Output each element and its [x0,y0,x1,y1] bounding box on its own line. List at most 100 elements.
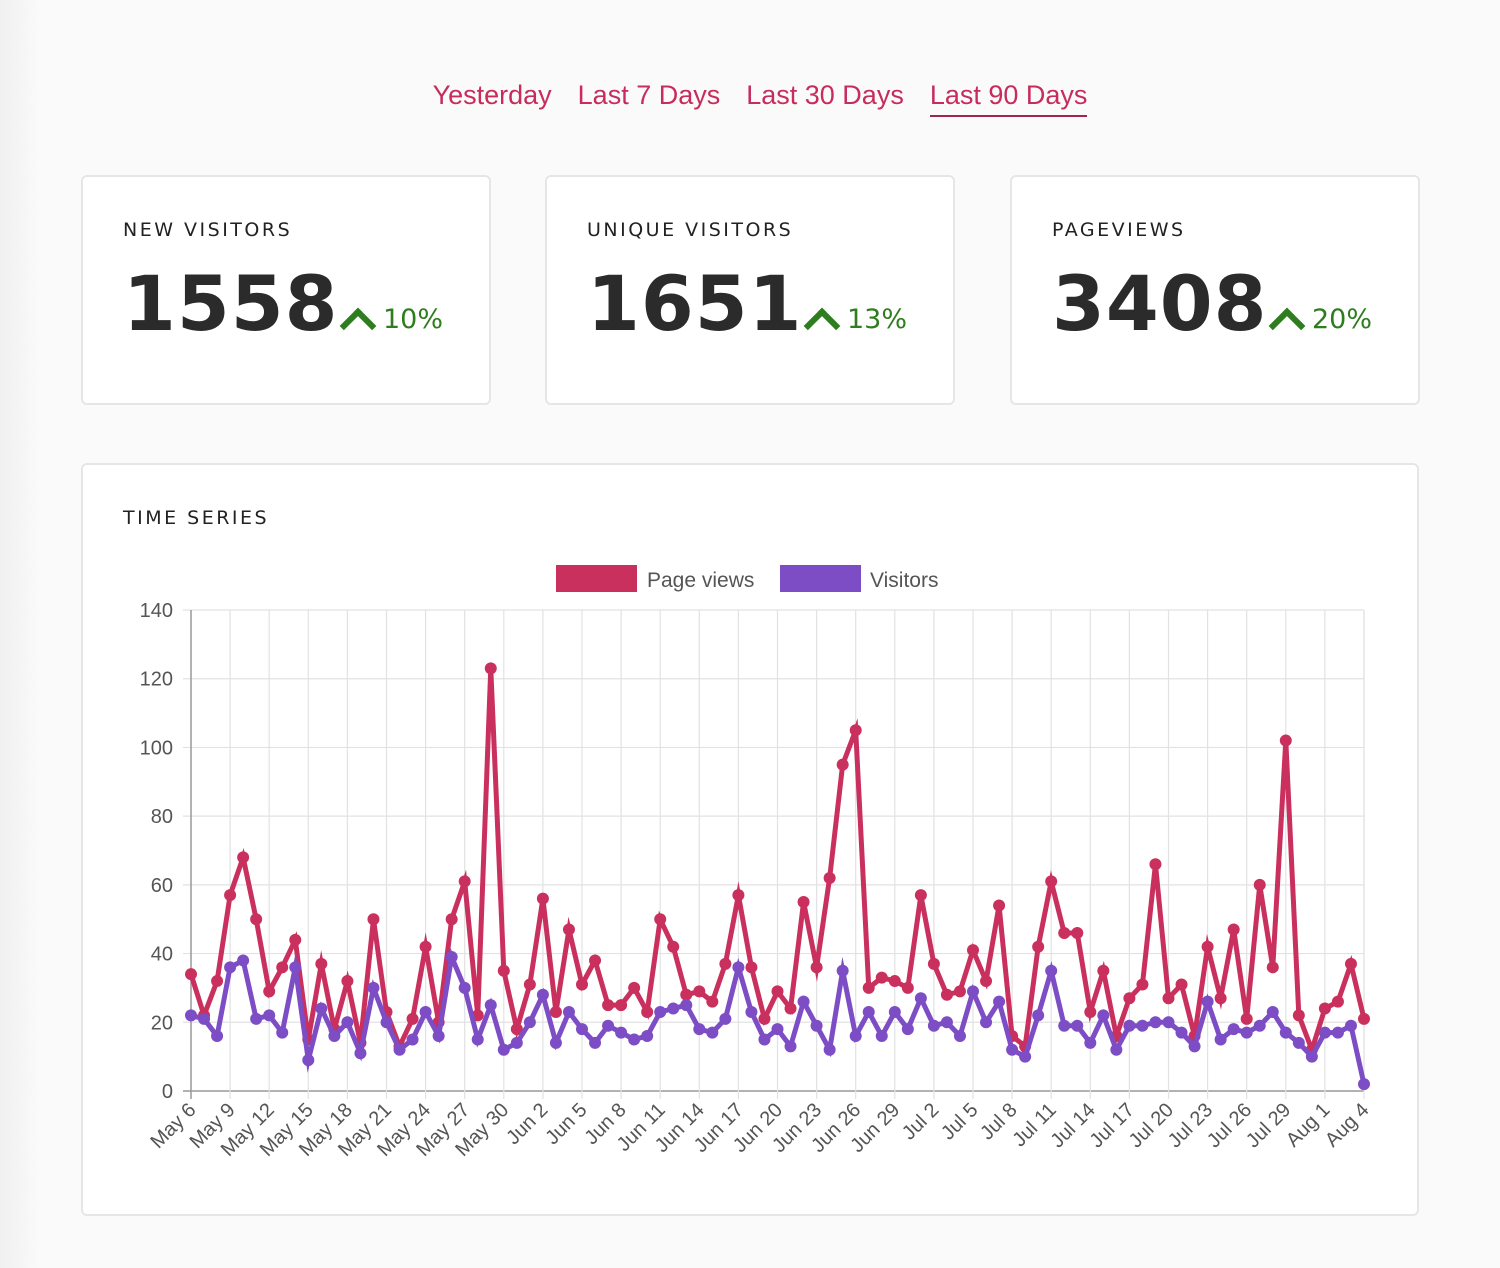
data-point-page-views [1227,923,1240,936]
data-point-page-views [745,961,758,974]
data-point-visitors [1071,1019,1084,1032]
data-point-visitors [432,1030,445,1043]
data-point-visitors [562,1005,575,1018]
data-point-visitors [810,1019,823,1032]
data-point-page-views [1058,926,1071,939]
data-point-visitors [1214,1033,1227,1046]
data-point-visitors [1175,1026,1188,1039]
data-point-visitors [576,1023,588,1036]
data-point-page-views [1266,961,1279,974]
data-point-page-views [797,896,810,909]
legend-swatch-page-views[interactable] [556,565,637,592]
data-point-visitors [1058,1019,1071,1032]
data-point-visitors [967,985,979,998]
data-point-page-views [484,662,497,675]
data-point-page-views [862,981,875,994]
data-point-visitors [276,1026,289,1039]
data-point-page-views [940,988,953,1001]
chevron-up-icon [1268,307,1306,345]
data-point-page-views [849,724,862,737]
data-point-visitors [1253,1019,1266,1032]
data-point-page-views [1344,957,1357,970]
stat-label: NEW VISITORS [123,219,293,241]
data-point-visitors [1136,1019,1149,1032]
data-point-visitors [797,995,810,1008]
data-point-visitors [901,1023,914,1036]
data-point-page-views [810,961,823,974]
data-point-visitors [315,1002,328,1015]
stat-label: UNIQUE VISITORS [587,219,794,241]
data-point-visitors [380,1016,393,1029]
data-point-page-views [211,975,224,988]
data-point-visitors [237,954,250,967]
data-point-page-views [1279,734,1292,747]
data-point-page-views [758,1012,771,1025]
data-point-page-views [823,871,836,884]
data-point-page-views [914,889,927,902]
tab-last-7-days[interactable]: Last 7 Days [577,80,721,110]
data-point-visitors [1045,964,1058,977]
stat-change: 13% [803,299,907,345]
data-point-visitors [693,1023,706,1036]
data-point-page-views [641,1005,654,1018]
data-point-visitors [641,1030,654,1043]
legend-swatch-visitors[interactable] [780,565,861,592]
data-point-page-views [419,940,432,953]
data-point-visitors [263,1009,276,1022]
y-tick-label: 100 [140,737,173,759]
tab-last-90-days[interactable]: Last 90 Days [929,80,1088,117]
y-tick-label: 60 [151,875,173,897]
data-point-page-views [875,971,888,984]
data-point-page-views [667,940,680,953]
data-point-visitors [1279,1026,1292,1039]
data-point-visitors [589,1036,602,1049]
data-point-visitors [914,992,927,1005]
data-point-visitors [549,1036,562,1049]
data-point-page-views [263,985,276,998]
y-tick-label: 40 [151,944,173,966]
data-point-page-views [406,1012,419,1025]
data-point-page-views [980,975,993,988]
data-point-visitors [341,1016,354,1029]
stat-value: 1558 [123,259,339,348]
data-point-page-views [836,758,849,771]
data-point-visitors [1084,1036,1097,1049]
data-point-visitors [510,1036,523,1049]
data-point-page-views [927,957,940,970]
x-tick-label: Aug 4 [1321,1099,1374,1152]
data-point-page-views [993,899,1006,912]
data-point-visitors [1318,1026,1331,1039]
data-point-visitors [862,1005,875,1018]
data-point-page-views [693,985,706,998]
chart-title: TIME SERIES [123,507,270,529]
stat-change-percent: 10% [383,303,444,335]
data-point-visitors [1019,1050,1032,1063]
data-point-visitors [654,1005,667,1018]
data-point-visitors [250,1012,263,1025]
new-visitors-card: NEW VISITORS 1558 10% [81,175,491,405]
data-point-visitors [628,1033,641,1046]
legend-label-page-views[interactable]: Page views [647,569,754,592]
tab-yesterday[interactable]: Yesterday [432,80,552,110]
date-range-tabs: Yesterday Last 7 Days Last 30 Days Last … [0,80,1500,117]
data-point-visitors [367,981,380,994]
data-point-visitors [445,951,458,964]
data-point-visitors [993,995,1006,1008]
data-point-visitors [1201,995,1214,1008]
y-tick-label: 0 [162,1081,173,1103]
stat-label: PAGEVIEWS [1052,219,1186,241]
data-point-visitors [1162,1016,1175,1029]
data-point-visitors [745,1005,758,1018]
data-point-visitors [836,964,849,977]
tab-last-30-days[interactable]: Last 30 Days [746,80,904,110]
data-point-visitors [667,1002,680,1015]
data-point-page-views [1084,1005,1097,1018]
y-tick-label: 140 [140,600,173,622]
data-point-visitors [706,1026,719,1039]
data-point-page-views [967,944,979,957]
data-point-page-views [654,913,667,926]
data-point-page-views [224,889,237,902]
legend-label-visitors[interactable]: Visitors [870,569,938,592]
data-point-page-views [562,923,575,936]
data-point-visitors [536,988,549,1001]
